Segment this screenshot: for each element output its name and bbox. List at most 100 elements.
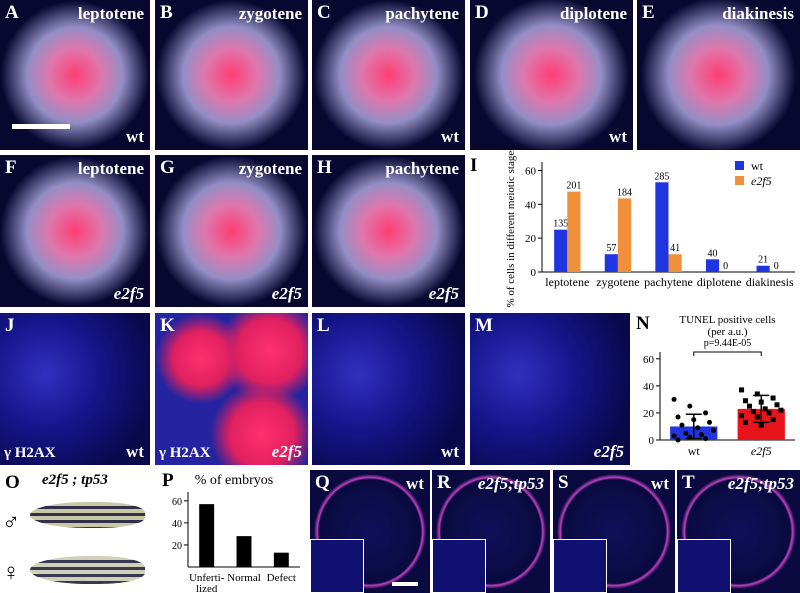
inset	[677, 539, 731, 593]
chart-letter: P	[162, 470, 174, 491]
data-point	[770, 395, 776, 401]
data-point	[754, 391, 760, 397]
y-tick-label: 40	[172, 519, 182, 530]
data-point	[770, 417, 776, 423]
y-tick-label: 20	[643, 408, 655, 420]
x-tick-label: leptotene	[545, 275, 589, 289]
data-point	[758, 422, 764, 428]
stage-label: leptotene	[77, 159, 144, 178]
panel-letter: O	[5, 472, 20, 493]
x-tick-label: e2f5	[751, 444, 772, 458]
genotype-label: e2f5	[113, 284, 144, 303]
data-point	[758, 399, 764, 405]
data-point	[774, 402, 780, 408]
panel-letter: B	[160, 2, 173, 23]
genotype-label: wt	[609, 127, 627, 146]
bar	[199, 504, 215, 567]
data-point	[707, 419, 712, 425]
fish-panel: O e2f5 ; tp53 ♂ ♀	[0, 470, 150, 593]
panel-letter: M	[475, 315, 493, 336]
bar	[668, 254, 682, 272]
inset	[432, 539, 486, 593]
bar	[737, 408, 785, 440]
error-bar	[685, 413, 702, 440]
stage-label: zygotene	[238, 159, 302, 178]
bar	[236, 536, 252, 567]
bar	[567, 191, 581, 272]
genotype-label: wt	[651, 474, 669, 493]
data-point	[710, 428, 716, 434]
bar	[604, 254, 618, 272]
count-label: 40	[708, 248, 718, 259]
chart-letter: I	[470, 155, 477, 176]
data-point	[671, 433, 677, 439]
female-symbol: ♀	[2, 560, 20, 586]
genotype-label: e2f5;tp53	[477, 474, 544, 493]
x-tick-label: wt	[688, 444, 701, 458]
error-bar	[753, 394, 770, 424]
data-point	[743, 419, 748, 425]
legend-label: e2f5	[751, 174, 772, 188]
male-symbol: ♂	[2, 510, 20, 536]
panel-letter: Q	[315, 472, 330, 493]
scale-bar	[392, 582, 418, 586]
x-tick-label: pachytene	[644, 275, 693, 289]
panel-letter: A	[5, 2, 19, 23]
count-label: 41	[670, 243, 680, 254]
count-label: 21	[758, 255, 768, 266]
genotype-label: wt	[126, 442, 144, 461]
genotype-label: e2f5	[593, 442, 624, 461]
count-label: 184	[617, 187, 632, 198]
stain-label: γ H2AX	[4, 445, 56, 461]
data-point	[699, 432, 705, 438]
x-tick-label: diakinesis	[746, 275, 794, 289]
panel-letter: S	[558, 472, 569, 493]
data-point	[739, 387, 745, 393]
fish	[30, 502, 145, 528]
genotype-label: e2f5	[428, 284, 459, 303]
data-point	[691, 417, 697, 423]
significance-bracket	[693, 351, 762, 356]
inset	[553, 539, 607, 593]
data-point	[766, 410, 772, 416]
data-point	[743, 398, 748, 404]
panel-letter: J	[5, 315, 15, 336]
data-point	[703, 410, 709, 416]
y-tick-label: 40	[525, 199, 537, 211]
panel-letter: K	[160, 315, 175, 336]
data-point	[754, 414, 760, 420]
y-tick-label: 60	[643, 354, 655, 366]
count-label: 0	[723, 261, 728, 272]
panel-letter: L	[317, 315, 330, 336]
x-tick-label: Normal	[227, 572, 261, 584]
panel-letter: C	[317, 2, 331, 23]
count-label: 201	[566, 181, 581, 192]
stage-label: pachytene	[385, 159, 459, 178]
count-label: 57	[606, 243, 616, 254]
bar	[617, 198, 632, 272]
genotype-label: e2f5;tp53	[727, 474, 794, 493]
p-value: p=9.44E-05	[704, 338, 752, 349]
chart-title: % of embryos	[195, 473, 274, 488]
stage-label: diakinesis	[722, 4, 794, 23]
panel-letter: T	[682, 472, 695, 493]
data-point	[687, 403, 693, 409]
chart-subtitle: (per a.u.)	[707, 326, 747, 338]
bar	[756, 265, 770, 272]
data-point	[762, 406, 768, 412]
genotype-label: wt	[406, 474, 424, 493]
chart-title: TUNEL positive cells	[679, 314, 775, 326]
panel-letter: R	[437, 472, 451, 493]
genotype-label: e2f5	[271, 284, 302, 303]
fish	[30, 556, 145, 584]
y-tick-label: 0	[531, 267, 537, 279]
